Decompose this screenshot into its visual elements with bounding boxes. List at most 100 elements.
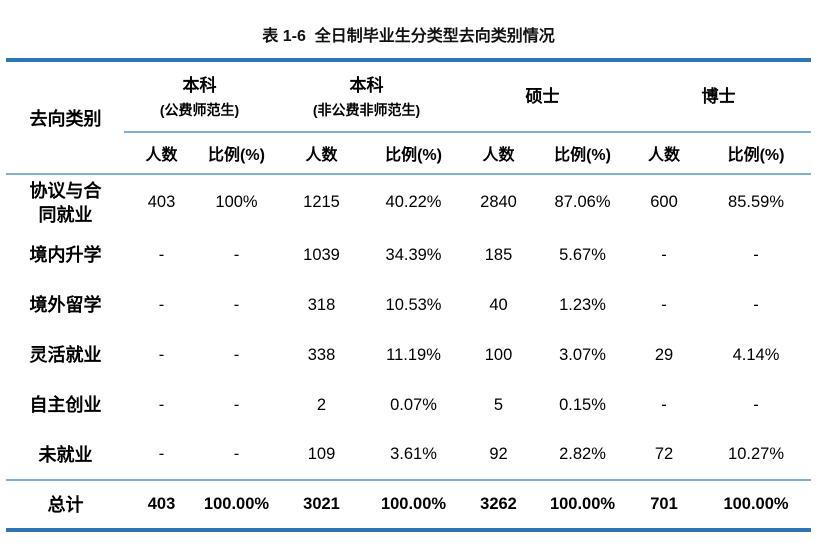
subheader-ratio: 比例(%) (701, 132, 811, 175)
cell-count: - (124, 430, 199, 481)
cell-ratio: 10.27% (701, 430, 811, 481)
cell-count: 109 (274, 430, 369, 481)
cell-count: 2840 (480, 193, 517, 211)
cell-count: 92 (458, 430, 539, 481)
cell-count: - (158, 395, 165, 414)
subheader-ratio: 比例(%) (368, 132, 459, 175)
cell-ratio: 0.07% (390, 395, 437, 414)
cell-count: - (661, 245, 667, 264)
cell-count: 29 (654, 345, 674, 364)
cell-count: - (158, 245, 165, 264)
cell-count: - (158, 345, 165, 364)
row-category: 自主创业 (6, 380, 124, 430)
cell-count: 403 (147, 193, 176, 211)
subheader-count: 人数 (626, 132, 702, 175)
cell-ratio: - (198, 430, 275, 481)
cell-ratio: 100.00% (549, 495, 616, 513)
table-row: 境内升学 - - 1039 34.39% 185 5.67% - - (6, 230, 810, 280)
subheader-count: 人数 (274, 132, 369, 175)
cell-count: - (158, 295, 165, 314)
header-group-row: 去向类别 本科 (公费师范生) 本科 (非公费非师范生) 硕士 博士 (6, 60, 811, 175)
row-category: 境外留学 (6, 280, 124, 330)
subheader-ratio: 比例(%) (198, 132, 275, 175)
cell-count: 600 (650, 193, 678, 211)
table-caption: 表 1-6 全日制毕业生分类型去向类别情况 (262, 28, 555, 45)
cell-count: 72 (626, 430, 702, 481)
row-category: 未就业 (6, 430, 125, 481)
row-category: 境内升学 (6, 230, 124, 280)
cell-count: 318 (307, 295, 336, 314)
subheader-ratio: 比例(%) (538, 132, 627, 175)
cell-ratio: 100.00% (203, 495, 270, 513)
col-group-undergrad-funded: 本科 (公费师范生) (124, 60, 275, 133)
col-group-master: 硕士 (458, 60, 627, 133)
col-group-undergrad-nonfunded: 本科 (非公费非师范生) (274, 60, 459, 133)
cell-count: - (661, 295, 667, 314)
cell-ratio: 11.19% (386, 345, 441, 364)
cell-ratio: 5.67% (559, 245, 606, 264)
cell-count: 100 (484, 345, 513, 364)
row-category: 协议与合同就业 (6, 174, 124, 230)
row-category-label: 自主创业 (29, 395, 102, 415)
cell-ratio: 3.07% (559, 345, 606, 364)
cell-ratio: 2.82% (538, 430, 627, 481)
cell-count: 701 (650, 495, 678, 513)
group-title: 硕士 (525, 86, 560, 106)
cell-ratio: 1.23% (559, 295, 606, 314)
table-row: 境外留学 - - 318 10.53% 40 1.23% - - (6, 280, 810, 330)
cell-ratio: 100.00% (380, 495, 447, 513)
cell-ratio: - (753, 245, 759, 264)
group-title: 本科 (182, 75, 217, 95)
cell-count: 338 (307, 345, 336, 364)
cell-ratio: - (233, 395, 240, 414)
cell-count: 403 (147, 495, 176, 513)
cell-count: 1039 (303, 245, 340, 264)
cell-ratio: 100.00% (723, 495, 789, 513)
group-title: 博士 (701, 86, 736, 106)
cell-count: 3021 (303, 495, 340, 513)
cell-count: 185 (484, 245, 513, 264)
col-header-category: 去向类别 (6, 60, 125, 175)
cell-ratio: - (753, 395, 759, 414)
row-category-label: 协议与合同就业 (29, 180, 102, 225)
subheader-count: 人数 (458, 132, 539, 175)
cell-ratio: 34.39% (385, 245, 442, 264)
cell-ratio: 87.06% (554, 193, 611, 211)
table-row: 协议与合同就业 403 100% 1215 40.22% 2840 87.06%… (6, 174, 810, 230)
row-category: 灵活就业 (6, 330, 124, 380)
row-category-label: 总计 (47, 494, 84, 515)
total-row: 总计 403 100.00% 3021 100.00% 3262 100.00%… (6, 480, 810, 530)
row-category-label: 灵活就业 (29, 345, 102, 365)
cell-count: 3262 (480, 495, 517, 513)
cell-count: - (661, 395, 667, 414)
group-subtitle: (公费师范生) (159, 101, 240, 118)
row-category-label: 未就业 (38, 444, 93, 465)
cell-count: 40 (489, 295, 508, 314)
header-sub-row: 人数 比例(%) 人数 比例(%) 人数 比例(%) 人数 比例(%) (6, 132, 811, 175)
subheader-count: 人数 (124, 132, 199, 175)
cell-ratio: 85.59% (728, 193, 784, 211)
row-category: 总计 (6, 480, 124, 530)
row-category-label: 境内升学 (29, 245, 102, 265)
cell-ratio: 100% (215, 193, 258, 211)
cell-ratio: - (233, 245, 240, 264)
cell-count: 5 (493, 395, 504, 414)
cell-count: 2 (316, 395, 327, 414)
col-group-doctor: 博士 (626, 60, 811, 133)
cell-ratio: 40.22% (385, 193, 442, 211)
cell-count: 1215 (303, 193, 340, 211)
cell-ratio: 10.53% (385, 295, 442, 314)
group-title: 本科 (349, 75, 384, 95)
table-row: 自主创业 - - 2 0.07% 5 0.15% - - (6, 380, 810, 430)
graduates-destination-table: 去向类别 本科 (公费师范生) 本科 (非公费非师范生) 硕士 博士 (6, 58, 811, 532)
cell-ratio: - (233, 295, 240, 314)
table-row: 灵活就业 - - 338 11.19% 100 3.07% 29 4.14% (6, 330, 810, 380)
cell-ratio: - (753, 295, 759, 314)
table-row: 未就业 - - 109 3.61% 92 2.82% 72 10.27% (6, 430, 811, 481)
cell-ratio: 0.15% (559, 395, 606, 414)
group-subtitle: (非公费非师范生) (312, 101, 421, 118)
cell-ratio: - (233, 345, 240, 364)
cell-ratio: 3.61% (368, 430, 459, 481)
cell-ratio: 4.14% (732, 345, 780, 364)
